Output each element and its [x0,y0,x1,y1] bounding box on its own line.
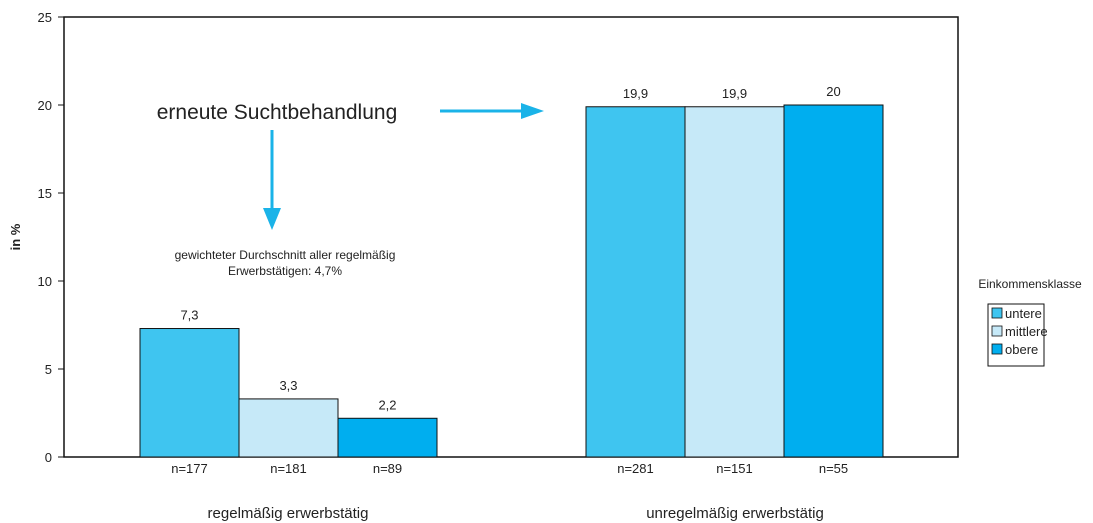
arrow-right-head [521,103,544,119]
bar-mittlere [684,106,785,458]
n-labels-layer: n=177 n=181 n=89 n=281 n=151 n=55 [171,461,848,476]
bar-value-label: 7,3 [180,308,198,323]
y-tick-label: 0 [45,450,52,465]
bar-value-label: 19,9 [623,86,648,101]
legend-label-untere: untere [1005,306,1042,321]
group-labels-layer: regelmäßig erwerbstätig unregelmäßig erwe… [208,505,824,522]
legend-swatch-obere [991,343,1003,355]
bar-mittlere [238,398,339,458]
y-tick-label: 25 [38,10,52,25]
y-axis-label: in % [8,223,23,250]
y-axis-ticks: 0 5 10 15 20 25 [38,10,64,465]
bar-value-label: 2,2 [378,397,396,412]
bar-value-label: 3,3 [279,378,297,393]
bar-obere [337,417,438,458]
bar-n-label: n=177 [171,461,208,476]
legend-title: Einkommensklasse [978,277,1082,291]
bar-untere [585,106,686,458]
bar-n-label: n=151 [716,461,753,476]
bar-n-label: n=89 [373,461,402,476]
bar-untere [139,328,240,458]
bar-value-label: 19,9 [722,86,747,101]
annotation-note-line1: gewichteter Durchschnitt aller regelmäßi… [175,248,396,262]
legend-swatch-untere [991,307,1003,319]
bars-layer [139,104,884,458]
y-tick-label: 5 [45,362,52,377]
bar-n-label: n=55 [819,461,848,476]
legend-label-obere: obere [1005,342,1038,357]
legend-swatch-mittlere [991,325,1003,337]
bar-n-label: n=281 [617,461,654,476]
bar-obere [783,104,884,458]
bar-n-label: n=181 [270,461,307,476]
annotation-main: erneute Suchtbehandlung [157,101,398,124]
arrow-down-head [263,208,281,230]
group-label: regelmäßig erwerbstätig [208,505,369,522]
y-tick-label: 10 [38,274,52,289]
annotation-note-line2: Erwerbstätigen: 4,7% [228,264,342,278]
bar-value-label: 20 [826,84,840,99]
legend-label-mittlere: mittlere [1005,324,1048,339]
legend-items: untere mittlere obere [991,306,1048,357]
value-labels-layer: 7,3 3,3 2,2 19,9 19,9 20 [180,84,840,412]
group-label: unregelmäßig erwerbstätig [646,505,824,522]
y-tick-label: 20 [38,98,52,113]
y-tick-label: 15 [38,186,52,201]
